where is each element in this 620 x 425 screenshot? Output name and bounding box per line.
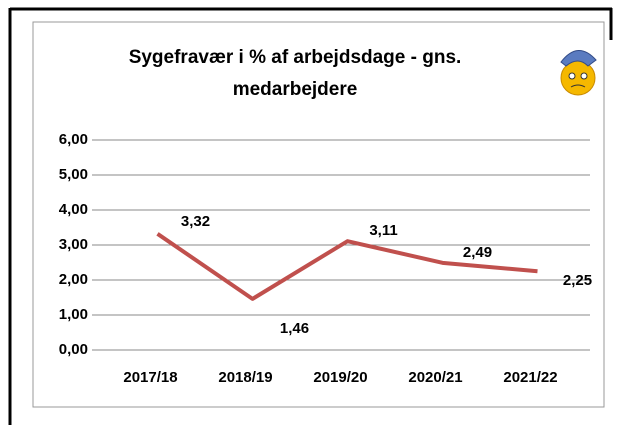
x-tick-label: 2021/22 xyxy=(503,369,557,386)
y-tick-label: 3,00 xyxy=(59,236,88,253)
icon xyxy=(560,50,597,96)
data-label: 2,25 xyxy=(563,272,592,289)
x-tick-label: 2018/19 xyxy=(218,369,272,386)
y-tick-label: 0,00 xyxy=(59,341,88,358)
data-label: 3,32 xyxy=(181,213,210,230)
data-label: 2,49 xyxy=(463,244,492,261)
x-tick-label: 2019/20 xyxy=(313,369,367,386)
x-tick-label: 2020/21 xyxy=(408,369,462,386)
chart-title: Sygefravær i % af arbejdsdage - gns. med… xyxy=(128,47,462,100)
y-tick-label: 4,00 xyxy=(59,201,88,218)
y-tick-label: 6,00 xyxy=(59,131,88,148)
line xyxy=(156,232,538,301)
y-tick-label: 2,00 xyxy=(59,271,88,288)
y-tick-label: 1,00 xyxy=(59,306,88,323)
chart-border xyxy=(32,21,605,408)
x-tick-label: 2017/18 xyxy=(123,369,177,386)
y-tick-label: 5,00 xyxy=(59,166,88,183)
data-label: 3,11 xyxy=(369,222,397,239)
data-label: 1,46 xyxy=(280,320,309,337)
